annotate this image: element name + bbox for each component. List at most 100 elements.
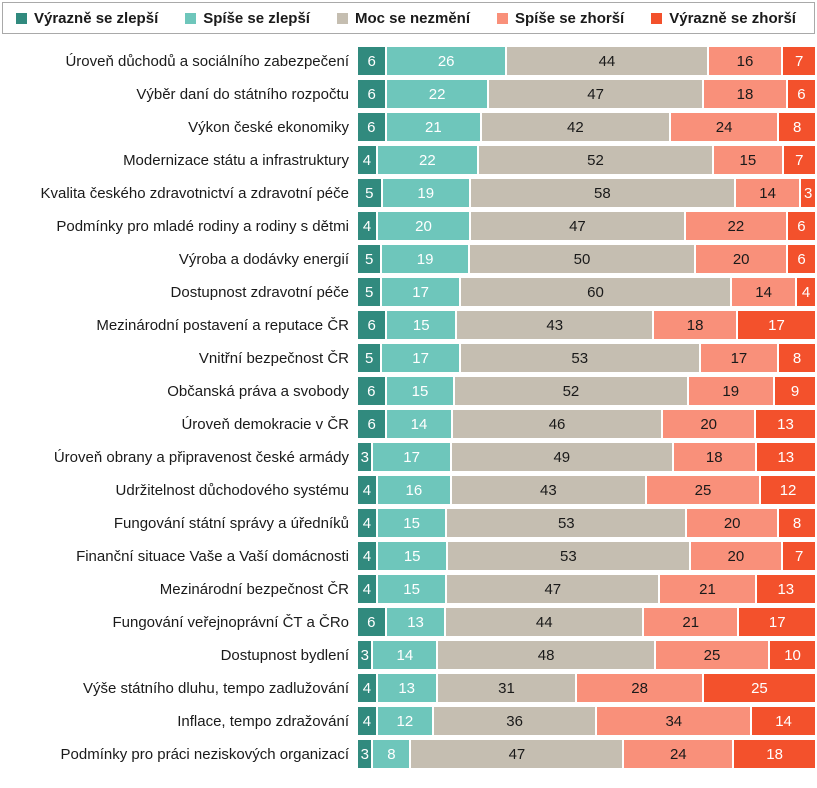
bar-segment: 4 xyxy=(358,674,376,702)
bar-segment: 15 xyxy=(377,509,446,537)
bar-segment: 18 xyxy=(734,740,815,768)
category-label: Úroveň obrany a připravenost české armád… xyxy=(53,448,349,466)
bar-segment: 4 xyxy=(797,278,815,306)
bar-row: Výroba a dodávky energií 5 19 50 20 6 xyxy=(2,245,815,273)
bar-segment: 28 xyxy=(577,674,702,702)
legend-label: Moc se nezmění xyxy=(354,9,471,27)
bar-segment: 7 xyxy=(783,47,816,75)
bar-row: Výběr daní do státního rozpočtu 6 22 47 18 6 xyxy=(2,80,816,108)
bar-segment: 21 xyxy=(386,113,481,141)
bar-segment: 21 xyxy=(660,575,755,603)
bar-segment: 8 xyxy=(779,509,815,537)
stacked-bar: 3 14 48 25 10 xyxy=(358,641,815,669)
bar-segment: 14 xyxy=(735,179,800,207)
bar-segment: 5 xyxy=(358,245,381,273)
bar-segment: 19 xyxy=(382,245,468,273)
bar-segment: 13 xyxy=(386,608,445,636)
bar-segment: 43 xyxy=(457,311,653,339)
bar-segment: 17 xyxy=(373,443,450,471)
legend-label: Výrazně se zlepší xyxy=(34,9,159,27)
bar-segment: 42 xyxy=(482,113,669,141)
category-label: Fungování veřejnoprávní ČT a ČRo xyxy=(112,613,349,631)
bar-segment: 6 xyxy=(358,377,385,405)
bar-segment: 26 xyxy=(387,47,506,75)
bar-segment: 4 xyxy=(358,575,376,603)
legend-swatch-icon xyxy=(651,12,663,24)
bar-segment: 60 xyxy=(460,278,731,306)
bar-row: Občanská práva a svobody 6 15 52 19 9 xyxy=(2,377,816,405)
category-label: Modernizace státu a infrastruktury xyxy=(123,151,349,169)
bar-segment: 4 xyxy=(358,707,376,735)
category-label: Výkon české ekonomiky xyxy=(188,118,349,136)
bar-segment: 19 xyxy=(382,179,469,207)
bar-segment: 9 xyxy=(775,377,816,405)
bar-segment: 58 xyxy=(470,179,734,207)
bar-row: Fungování veřejnoprávní ČT a ČRo 6 13 44 21 1… xyxy=(2,608,816,636)
stacked-bar: 6 22 47 18 6 xyxy=(358,80,816,108)
category-label: Finanční situace Vaše a Vaší domácnosti xyxy=(76,547,349,565)
bar-row: Inflace, tempo zdražování 4 12 36 34 14 xyxy=(2,707,815,735)
bar-segment: 53 xyxy=(460,344,699,372)
legend: Výrazně se zlepší Spíše se zlepší Moc se n… xyxy=(2,2,815,34)
bar-segment: 20 xyxy=(378,212,469,240)
bar-row: Mezinárodní postavení a reputace ČR 6 15 43… xyxy=(2,311,815,339)
bar-row: Kvalita českého zdravotnictví a zdravotn… xyxy=(2,179,815,207)
bar-segment: 36 xyxy=(433,707,596,735)
category-label: Výše státního dluhu, tempo zadlužování xyxy=(82,679,349,697)
bar-segment: 48 xyxy=(438,641,654,669)
bar-segment: 3 xyxy=(358,443,372,471)
stacked-bar: 3 8 47 24 18 xyxy=(358,740,815,768)
category-label: Výběr daní do státního rozpočtu xyxy=(136,85,349,103)
bar-segment: 10 xyxy=(770,641,815,669)
bar-segment: 25 xyxy=(655,641,769,669)
stacked-bar: 4 16 43 25 12 xyxy=(358,476,815,504)
bar-segment: 6 xyxy=(358,410,386,438)
bar-segment: 13 xyxy=(756,575,815,603)
category-label: Mezinárodní bezpečnost ČR xyxy=(159,580,349,598)
stacked-bar: 6 15 52 19 9 xyxy=(358,377,816,405)
chart-rows: Úroveň důchodů a sociálního zabezpečení 6… xyxy=(2,47,816,768)
bar-segment: 17 xyxy=(739,608,816,636)
bar-segment: 47 xyxy=(411,740,623,768)
stacked-bar: 5 17 53 17 8 xyxy=(358,344,815,372)
legend-swatch-icon xyxy=(336,12,348,24)
bar-segment: 17 xyxy=(700,344,778,372)
bar-segment: 50 xyxy=(469,245,695,273)
bar-segment: 34 xyxy=(597,707,751,735)
bar-row: Dostupnost bydlení 3 14 48 25 10 xyxy=(2,641,815,669)
bar-row: Úroveň důchodů a sociálního zabezpečení 6… xyxy=(2,47,816,75)
bar-segment: 43 xyxy=(451,476,645,504)
bar-segment: 22 xyxy=(377,146,477,174)
legend-label: Spíše se zlepší xyxy=(203,9,310,27)
bar-segment: 25 xyxy=(646,476,760,504)
category-label: Úroveň důchodů a sociálního zabezpečení xyxy=(65,52,349,70)
bar-segment: 12 xyxy=(761,476,815,504)
legend-label: Spíše se zhorší xyxy=(515,9,625,27)
bar-segment: 15 xyxy=(386,377,454,405)
bar-segment: 47 xyxy=(489,80,703,108)
bar-segment: 3 xyxy=(358,740,372,768)
legend-label: Výrazně se zhorší xyxy=(669,9,796,27)
bar-segment: 6 xyxy=(788,245,815,273)
bar-segment: 44 xyxy=(446,608,643,636)
bar-segment: 24 xyxy=(670,113,778,141)
category-label: Inflace, tempo zdražování xyxy=(177,712,349,730)
bar-segment: 22 xyxy=(387,80,487,108)
stacked-bar: 6 15 43 18 17 xyxy=(358,311,815,339)
category-label: Udržitelnost důchodového systému xyxy=(115,481,349,499)
stacked-bar: 5 19 50 20 6 xyxy=(358,245,815,273)
bar-row: Dostupnost zdravotní péče 5 17 60 14 4 xyxy=(2,278,815,306)
category-label: Úroveň demokracie v ČR xyxy=(181,415,349,433)
legend-item: Výrazně se zlepší xyxy=(16,10,158,27)
bar-segment: 5 xyxy=(358,278,381,306)
bar-segment: 47 xyxy=(470,212,684,240)
bar-segment: 49 xyxy=(451,443,672,471)
bar-segment: 16 xyxy=(708,47,782,75)
stacked-bar: 4 15 53 20 7 xyxy=(358,542,815,570)
bar-segment: 14 xyxy=(752,707,815,735)
bar-row: Úroveň demokracie v ČR 6 14 46 20 13 xyxy=(2,410,815,438)
bar-segment: 6 xyxy=(358,311,386,339)
bar-segment: 13 xyxy=(756,443,815,471)
stacked-bar: 6 13 44 21 17 xyxy=(358,608,816,636)
bar-segment: 53 xyxy=(447,509,686,537)
